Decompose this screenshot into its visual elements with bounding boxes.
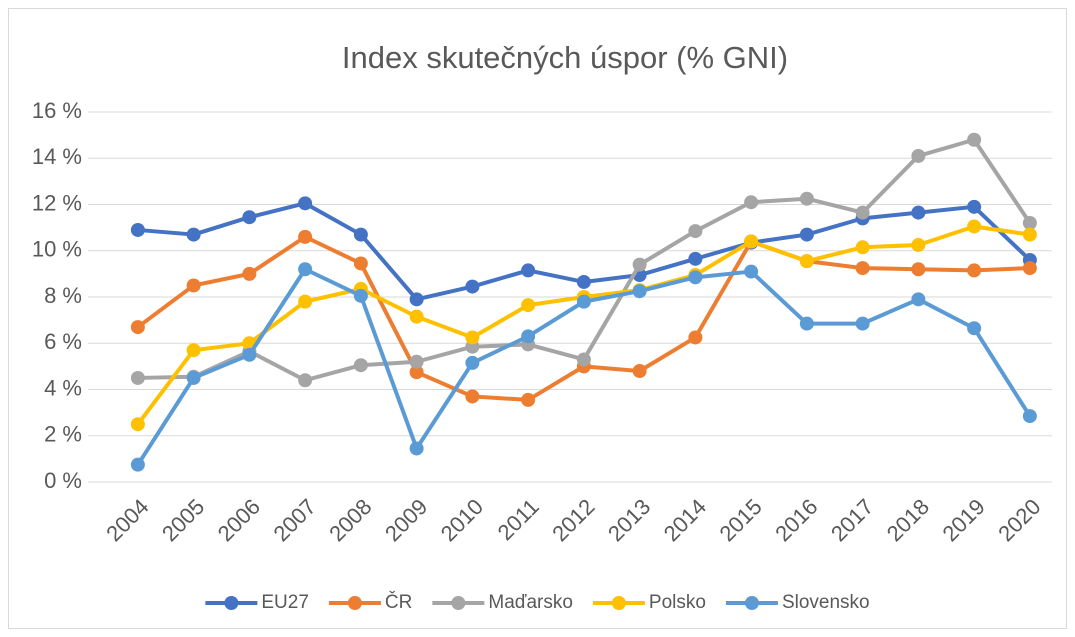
data-point (855, 261, 870, 276)
legend-marker (451, 596, 466, 610)
y-tick-label: 4 % (44, 375, 82, 400)
data-point (911, 292, 926, 307)
data-point (186, 370, 201, 385)
data-point (521, 329, 536, 344)
legend: EU27 ČR Maďarsko Polsko Slovensko (205, 591, 870, 613)
data-point (242, 210, 257, 225)
data-point (130, 457, 145, 472)
data-point (186, 278, 201, 293)
data-point (1022, 261, 1037, 276)
data-point (799, 227, 814, 242)
data-point (130, 370, 145, 385)
y-tick-label: 12 % (32, 190, 82, 215)
legend-label: Slovensko (782, 592, 870, 613)
data-point (130, 320, 145, 335)
data-point (688, 224, 703, 239)
data-point (576, 274, 591, 289)
data-point (465, 355, 480, 370)
data-point (744, 264, 759, 279)
chart-title: Index skutečných úspor (% GNI) (342, 40, 788, 75)
data-point (911, 262, 926, 277)
legend-label: Polsko (649, 592, 706, 613)
data-point (353, 227, 368, 242)
y-tick-label: 0 % (44, 468, 82, 493)
data-point (576, 294, 591, 309)
data-point (967, 219, 982, 234)
data-point (298, 373, 313, 388)
data-point (353, 288, 368, 303)
data-point (911, 237, 926, 252)
data-point (799, 254, 814, 269)
data-point (967, 321, 982, 336)
y-tick-label: 2 % (44, 422, 82, 447)
data-point (521, 263, 536, 278)
legend-marker (744, 596, 759, 610)
data-point (688, 330, 703, 345)
data-point (911, 205, 926, 220)
data-point (298, 229, 313, 244)
data-point (409, 441, 424, 456)
legend-label: EU27 (261, 592, 309, 613)
data-point (967, 263, 982, 278)
data-point (744, 195, 759, 210)
data-point (967, 132, 982, 147)
legend-marker (347, 596, 362, 610)
data-point (521, 298, 536, 313)
data-point (298, 294, 313, 309)
data-point (855, 205, 870, 220)
legend-marker (611, 596, 626, 610)
data-point (465, 389, 480, 404)
data-point (353, 256, 368, 271)
data-point (632, 284, 647, 299)
legend-label: ČR (385, 591, 412, 613)
data-point (130, 417, 145, 432)
data-point (799, 191, 814, 206)
y-tick-label: 6 % (44, 329, 82, 354)
data-point (855, 316, 870, 331)
data-point (744, 234, 759, 249)
data-point (298, 262, 313, 277)
data-point (186, 227, 201, 242)
data-point (1022, 216, 1037, 230)
y-tick-label: 10 % (32, 237, 82, 262)
data-point (632, 257, 647, 272)
data-point (353, 358, 368, 373)
data-point (688, 251, 703, 266)
legend-label: Maďarsko (488, 592, 573, 613)
data-point (242, 347, 257, 362)
data-point (409, 354, 424, 369)
data-point (632, 364, 647, 378)
data-point (967, 199, 982, 214)
data-point (1022, 409, 1037, 424)
data-point (298, 196, 313, 211)
data-point (799, 316, 814, 331)
data-point (465, 330, 480, 345)
data-point (465, 279, 480, 294)
legend-marker (224, 596, 239, 610)
data-point (409, 365, 424, 380)
y-tick-label: 16 % (32, 98, 82, 123)
data-point (576, 352, 591, 367)
data-point (186, 343, 201, 358)
y-tick-label: 8 % (44, 283, 82, 308)
data-point (409, 309, 424, 324)
data-point (130, 222, 145, 237)
data-point (242, 266, 257, 281)
data-point (521, 392, 536, 407)
data-point (1022, 227, 1037, 242)
data-point (409, 292, 424, 307)
data-point (911, 148, 926, 163)
y-tick-label: 14 % (32, 144, 82, 169)
data-point (688, 270, 703, 285)
data-point (855, 240, 870, 255)
